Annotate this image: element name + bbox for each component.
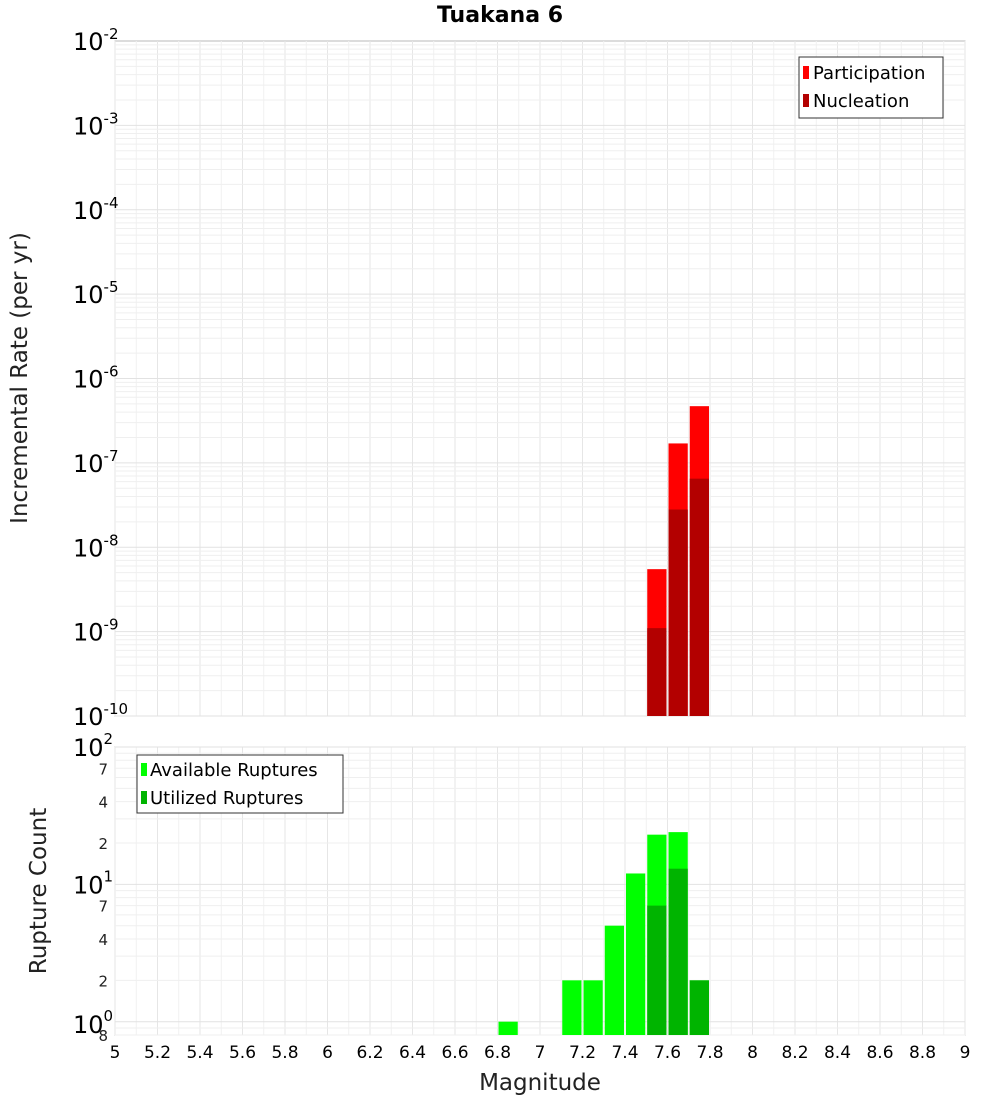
- rate-gridlines: [114, 41, 966, 717]
- y-minor-tick-label: 2: [98, 835, 108, 853]
- y-tick-label: 10-10: [73, 700, 128, 731]
- bar-available: [562, 980, 582, 1035]
- y-minor-tick-label: 2: [98, 972, 108, 990]
- x-tick-label: 7: [535, 1043, 546, 1063]
- legend-label-participation: Participation: [813, 63, 925, 84]
- count-legend: Available Ruptures Utilized Ruptures: [136, 754, 344, 814]
- y-tick-label: 10-5: [73, 278, 119, 309]
- bar-utilized: [689, 980, 709, 1035]
- count-legend-box: [136, 754, 344, 814]
- y-minor-tick-label: 4: [98, 794, 108, 812]
- x-tick-label: 5.6: [229, 1043, 256, 1063]
- bar-available: [604, 925, 624, 1035]
- bar-nucleation: [668, 509, 688, 716]
- x-tick-label: 5.2: [144, 1043, 171, 1063]
- x-tick-label: 6.6: [441, 1043, 468, 1063]
- y-tick-label: 10-2: [73, 25, 119, 56]
- y-minor-tick-label: 4: [98, 931, 108, 949]
- y-tick-label: 10-3: [73, 109, 119, 140]
- y-minor-tick-label: 8: [98, 1027, 108, 1045]
- x-tick-label: 9: [960, 1043, 971, 1063]
- x-tick-label: 6.2: [356, 1043, 383, 1063]
- x-tick-label: 6.4: [399, 1043, 426, 1063]
- x-tick-label: 8.8: [909, 1043, 936, 1063]
- legend-label-utilized: Utilized Ruptures: [150, 788, 303, 809]
- legend-label-available: Available Ruptures: [150, 760, 318, 781]
- count-y-axis-label: Rupture Count: [26, 808, 52, 974]
- x-tick-label: 5.8: [271, 1043, 298, 1063]
- bar-available: [626, 873, 646, 1035]
- rate-y-tick-labels: 10-2 10-3 10-4 10-5 10-6 10-7 10-8 10-9 10-10: [73, 25, 128, 731]
- bar-nucleation: [689, 478, 709, 716]
- legend-label-nucleation: Nucleation: [813, 91, 909, 112]
- y-tick-label: 101: [73, 867, 113, 899]
- y-tick-label: 10-9: [73, 616, 119, 647]
- y-minor-tick-label: 7: [98, 898, 108, 916]
- x-tick-label: 6: [322, 1043, 333, 1063]
- x-tick-label: 5: [110, 1043, 121, 1063]
- x-tick-label: 8.2: [781, 1043, 808, 1063]
- x-tick-label: 5.4: [186, 1043, 213, 1063]
- x-tick-label: 7.6: [654, 1043, 681, 1063]
- bar-available: [583, 980, 603, 1035]
- count-bars: [498, 832, 709, 1035]
- x-tick-label: 8.6: [866, 1043, 893, 1063]
- y-tick-label: 10-8: [73, 531, 119, 562]
- x-tick-label: 8.4: [824, 1043, 851, 1063]
- magnitude-tick-labels: 5 5.2 5.4 5.6 5.8 6 6.2 6.4 6.6 6.8 7 7.2 7.4 7.6 7.8 8…: [110, 1043, 971, 1063]
- chart-title: Tuakana 6: [437, 3, 563, 28]
- rate-legend-box: [798, 56, 944, 119]
- legend-swatch-available: [141, 763, 147, 776]
- bar-utilized: [647, 905, 667, 1035]
- legend-swatch-nucleation: [803, 94, 809, 107]
- x-tick-label: 6.8: [484, 1043, 511, 1063]
- rate-panel: 10-2 10-3 10-4 10-5 10-6 10-7 10-8 10-9 10-10 In…: [7, 25, 966, 731]
- count-panel: 102 101 100 7 4 2 7 4 2 8 5 5.2 5.4 5.6 5.8 6 6.2 6.4 6.6…: [26, 730, 970, 1096]
- y-tick-label: 102: [73, 730, 113, 762]
- rate-legend: Participation Nucleation: [798, 56, 944, 119]
- y-tick-label: 10-6: [73, 363, 119, 394]
- bar-nucleation: [647, 628, 667, 716]
- count-y-tick-labels: 102 101 100 7 4 2 7 4 2 8: [73, 730, 113, 1045]
- y-tick-label: 10-4: [73, 194, 119, 225]
- y-tick-label: 10-7: [73, 447, 119, 478]
- x-tick-label: 8: [747, 1043, 758, 1063]
- y-tick-label: 100: [73, 1007, 113, 1039]
- legend-swatch-utilized: [141, 791, 147, 804]
- x-tick-label: 7.4: [611, 1043, 638, 1063]
- bar-available: [498, 1021, 518, 1035]
- x-tick-label: 7.2: [569, 1043, 596, 1063]
- rate-bars: [647, 406, 709, 716]
- x-axis-label: Magnitude: [479, 1070, 601, 1096]
- rate-y-axis-label: Incremental Rate (per yr): [7, 232, 33, 524]
- bar-utilized: [668, 868, 688, 1035]
- legend-swatch-participation: [803, 66, 809, 79]
- x-tick-label: 7.8: [696, 1043, 723, 1063]
- y-minor-tick-label: 7: [98, 760, 108, 778]
